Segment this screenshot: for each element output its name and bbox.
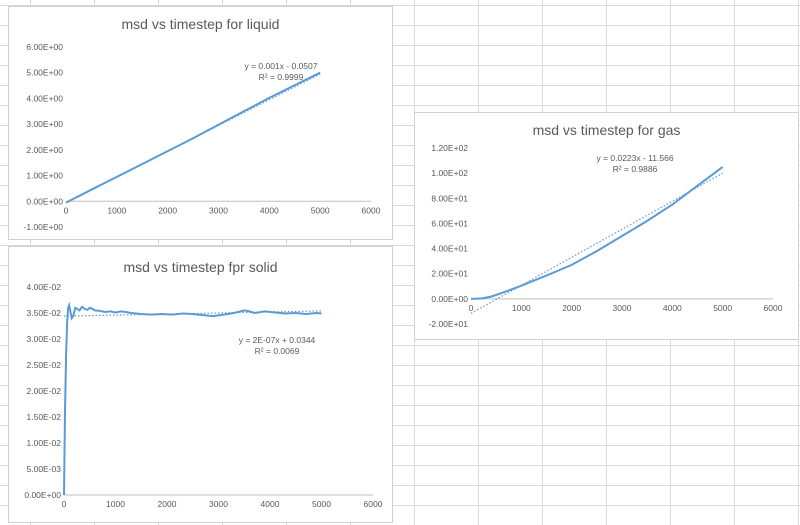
chart-title: msd vs timestep for gas (532, 122, 681, 138)
series-line (63, 301, 322, 496)
x-tick-label: 1000 (107, 205, 126, 215)
y-tick-label: -2.00E+01 (429, 319, 469, 329)
x-tick-label: 5000 (311, 205, 330, 215)
series-line (65, 71, 321, 204)
x-tick-label: 2000 (562, 303, 581, 313)
x-tick-label: 0 (469, 303, 474, 313)
y-tick-label: 1.00E+02 (431, 168, 468, 178)
x-tick-label: 2000 (158, 205, 177, 215)
y-tick-label: 0.00E+00 (24, 490, 61, 500)
y-tick-label: 0.00E+00 (431, 294, 468, 304)
y-tick-label: 5.00E+00 (26, 68, 63, 78)
chart-plot-gas: -2.00E+01 0.00E+00 2.00E+01 4.00E+01 6.00E+0… (429, 143, 783, 329)
trendline-equation: y = 2E-07x + 0.0344 (239, 335, 316, 345)
y-tick-label: 1.00E+00 (26, 171, 63, 181)
x-tick-label: 6000 (364, 499, 383, 509)
x-tick-label: 4000 (260, 205, 279, 215)
x-tick-label: 2000 (158, 499, 177, 509)
x-tick-label: 1000 (512, 303, 531, 313)
x-tick-label: 5000 (713, 303, 732, 313)
trendline-r-squared: R² = 0.9886 (613, 164, 658, 174)
y-tick-label: 1.20E+02 (431, 143, 468, 153)
y-tick-label: 0.00E+00 (26, 196, 63, 206)
x-tick-label: 3000 (209, 499, 228, 509)
y-tick-label: 2.00E+01 (431, 269, 468, 279)
chart-card-liquid[interactable]: msd vs timestep for liquid -1.00E+00 0.00… (8, 6, 393, 240)
y-tick-label: 6.00E+00 (26, 42, 63, 52)
series-line (470, 166, 724, 300)
x-tick-label: 4000 (663, 303, 682, 313)
x-tick-label: 5000 (312, 499, 331, 509)
y-tick-label: 4.00E-02 (27, 282, 62, 292)
x-tick-label: 6000 (764, 303, 783, 313)
chart-card-gas[interactable]: msd vs timestep for gas -2.00E+01 0.00E+0… (414, 112, 799, 340)
y-tick-label: -1.00E+00 (24, 222, 64, 232)
chart-title: msd vs timestep for liquid (121, 16, 280, 32)
trendline (63, 310, 322, 317)
y-tick-label: 8.00E+01 (431, 193, 468, 203)
x-tick-label: 3000 (209, 205, 228, 215)
chart-plot-solid: 0.00E+00 5.00E-03 1.00E-02 1.50E-02 2.00E-02… (24, 282, 383, 509)
y-tick-label: 2.50E-02 (27, 360, 62, 370)
chart-plot-liquid: -1.00E+00 0.00E+00 1.00E+00 2.00E+00 3.00E+0… (24, 42, 381, 232)
x-tick-label: 4000 (261, 499, 280, 509)
trendline-r-squared: R² = 0.9999 (259, 72, 304, 82)
y-tick-label: 1.50E-02 (27, 412, 62, 422)
y-tick-label: 3.00E+00 (26, 119, 63, 129)
y-tick-label: 5.00E-03 (27, 464, 62, 474)
trendline-r-squared: R² = 0.0069 (255, 346, 300, 356)
trendline (470, 172, 723, 314)
chart-title: msd vs timestep fpr solid (123, 259, 278, 275)
y-tick-label: 3.50E-02 (27, 308, 62, 318)
chart-card-solid[interactable]: msd vs timestep fpr solid 0.00E+00 5.00E-… (8, 246, 393, 523)
y-tick-label: 2.00E-02 (27, 386, 62, 396)
trendline-equation: y = 0.0223x - 11.566 (596, 153, 673, 163)
y-tick-label: 6.00E+01 (431, 218, 468, 228)
y-tick-label: 4.00E+00 (26, 93, 63, 103)
y-tick-label: 3.00E-02 (27, 334, 62, 344)
x-tick-label: 0 (62, 499, 67, 509)
y-tick-label: 2.00E+00 (26, 145, 63, 155)
x-tick-label: 0 (64, 205, 69, 215)
x-tick-label: 3000 (613, 303, 632, 313)
x-tick-label: 1000 (106, 499, 125, 509)
trendline-equation: y = 0.001x - 0.0507 (244, 61, 317, 71)
x-tick-label: 6000 (362, 205, 381, 215)
y-tick-label: 1.00E-02 (27, 438, 62, 448)
y-tick-label: 4.00E+01 (431, 244, 468, 254)
